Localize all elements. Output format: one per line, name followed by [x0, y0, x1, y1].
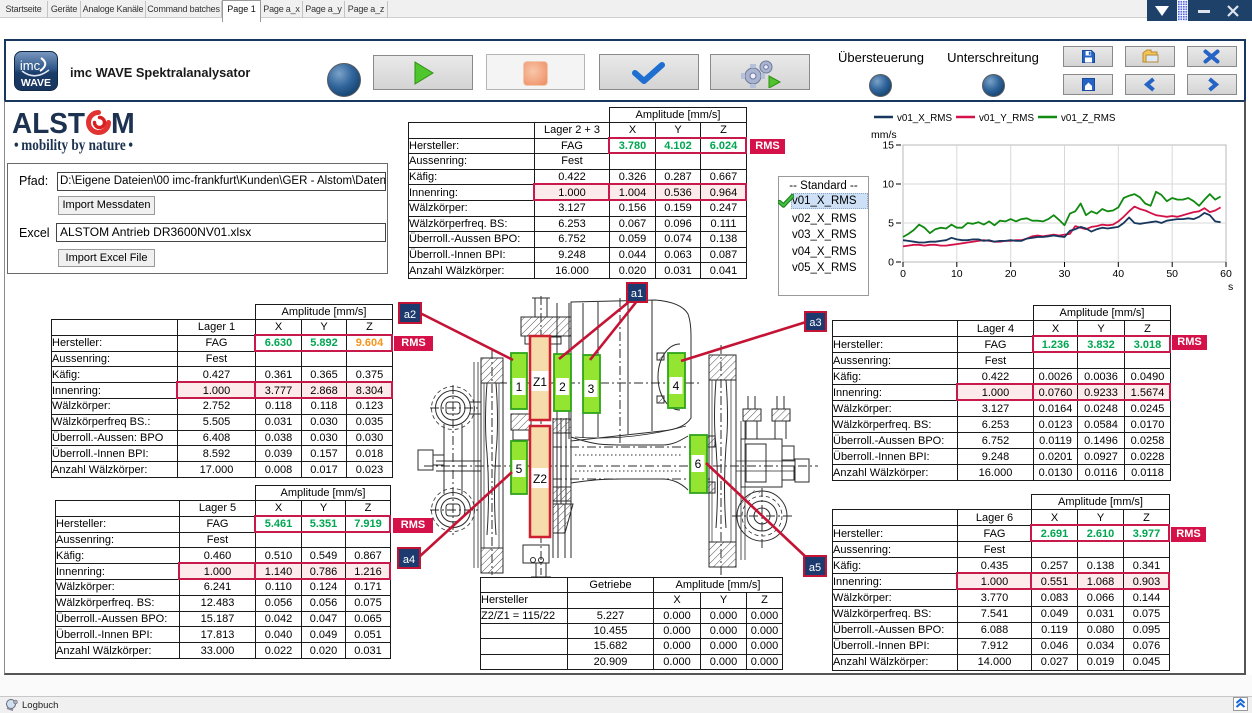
svg-text:6: 6	[695, 457, 702, 471]
svg-text:5: 5	[516, 462, 523, 476]
svg-text:15: 15	[882, 140, 894, 152]
svg-text:10: 10	[951, 268, 963, 280]
svg-text:s: s	[1228, 281, 1233, 293]
svg-text:M: M	[111, 108, 135, 140]
svg-text:v01_X_RMS: v01_X_RMS	[897, 113, 952, 124]
svg-text:10: 10	[882, 179, 894, 191]
svg-text:0: 0	[900, 268, 906, 280]
svg-text:imc: imc	[20, 58, 41, 73]
svg-text:WAVE: WAVE	[21, 77, 51, 89]
svg-text:a1: a1	[631, 288, 643, 300]
svg-text:• mobility by nature •: • mobility by nature •	[14, 137, 133, 154]
svg-text:20: 20	[1005, 268, 1017, 280]
svg-text:1: 1	[516, 380, 523, 394]
svg-text:60: 60	[1220, 268, 1232, 280]
svg-text:40: 40	[1112, 268, 1124, 280]
svg-text:4: 4	[673, 379, 680, 393]
svg-text:30: 30	[1059, 268, 1071, 280]
svg-text:ALST: ALST	[12, 108, 86, 140]
svg-text:Z1: Z1	[533, 375, 547, 389]
svg-text:a3: a3	[809, 317, 821, 329]
svg-text:0: 0	[888, 257, 894, 269]
svg-text:v01_Y_RMS: v01_Y_RMS	[979, 113, 1034, 124]
svg-text:a2: a2	[404, 309, 416, 321]
svg-text:Z2: Z2	[533, 472, 547, 486]
svg-text:mm/s: mm/s	[871, 129, 897, 141]
svg-text:50: 50	[1166, 268, 1178, 280]
svg-text:a5: a5	[809, 562, 821, 574]
svg-text:v01_Z_RMS: v01_Z_RMS	[1061, 113, 1116, 124]
svg-text:3: 3	[588, 382, 595, 396]
svg-text:a4: a4	[403, 554, 415, 566]
svg-text:2: 2	[559, 380, 566, 394]
svg-text:5: 5	[888, 218, 894, 230]
